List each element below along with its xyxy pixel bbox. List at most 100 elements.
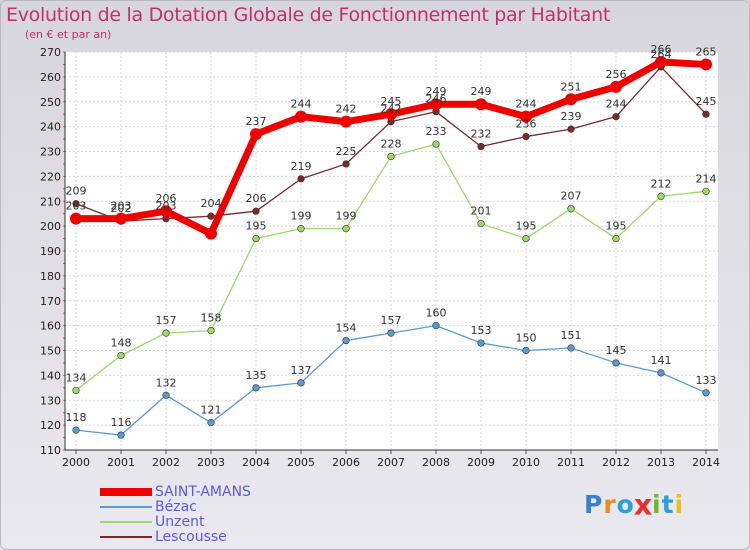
data-label-unzent: 207 (561, 190, 582, 203)
data-point-lescousse (297, 175, 305, 183)
y-tick-label: 120 (40, 419, 61, 432)
y-tick-label: 250 (40, 96, 61, 109)
data-label-saint-amans: 203 (66, 200, 87, 213)
logo-letter: i (674, 490, 685, 519)
data-label-b-zac: 160 (426, 307, 447, 320)
data-label-unzent: 199 (336, 210, 357, 223)
data-point-saint-amans (610, 80, 622, 93)
y-tick-label: 240 (40, 121, 61, 134)
data-label-unzent: 195 (246, 220, 267, 233)
data-label-unzent: 148 (111, 336, 132, 349)
data-label-b-zac: 153 (471, 324, 492, 337)
legend-label: Lescousse (155, 529, 227, 545)
data-label-lescousse: 246 (426, 93, 447, 106)
data-point-saint-amans (520, 110, 532, 123)
data-point-b-zac (207, 419, 215, 427)
y-tick-label: 140 (40, 369, 61, 382)
data-point-saint-amans (160, 205, 172, 218)
x-tick-label: 2011 (557, 456, 585, 469)
data-label-unzent: 157 (156, 314, 177, 327)
data-point-saint-amans (385, 108, 397, 121)
data-point-saint-amans (205, 227, 217, 240)
x-tick-label: 2002 (152, 456, 180, 469)
data-point-b-zac (117, 431, 125, 439)
data-label-saint-amans: 203 (111, 200, 132, 213)
data-point-saint-amans (70, 212, 82, 225)
chart-title: Evolution de la Dotation Globale de Fonc… (6, 4, 611, 26)
y-tick-label: 270 (40, 46, 61, 59)
data-label-b-zac: 137 (291, 364, 312, 377)
data-point-unzent (162, 329, 170, 337)
data-point-b-zac (702, 389, 710, 397)
data-point-unzent (297, 225, 305, 233)
y-tick-label: 150 (40, 345, 61, 358)
x-tick-label: 2004 (242, 456, 270, 469)
logo-letter: t (661, 490, 675, 519)
data-point-unzent (612, 234, 620, 243)
data-label-b-zac: 141 (651, 354, 672, 367)
data-point-b-zac (657, 369, 665, 377)
data-point-b-zac (72, 426, 80, 434)
data-point-b-zac (477, 339, 485, 347)
data-label-lescousse: 225 (336, 145, 357, 158)
data-label-lescousse: 242 (381, 103, 402, 116)
logo-letter: x (633, 487, 654, 522)
legend-item-b-zac: Bézac (100, 499, 300, 515)
y-tick-label: 260 (40, 71, 61, 84)
data-label-saint-amans: 249 (471, 85, 492, 98)
legend-swatch (100, 521, 152, 523)
data-label-saint-amans: 244 (291, 98, 312, 111)
data-label-unzent: 134 (66, 371, 87, 384)
legend-label: Unzent (155, 514, 205, 530)
legend-swatch (100, 488, 152, 496)
data-point-b-zac (252, 384, 260, 392)
data-label-b-zac: 150 (516, 332, 537, 345)
data-point-saint-amans (700, 58, 712, 71)
data-point-lescousse (612, 113, 620, 121)
data-label-b-zac: 145 (606, 344, 627, 357)
data-label-b-zac: 154 (336, 322, 357, 335)
data-label-saint-amans: 266 (651, 43, 672, 56)
data-point-unzent (342, 225, 350, 233)
legend-swatch (100, 536, 152, 538)
x-tick-label: 2010 (512, 456, 540, 469)
data-label-saint-amans: 245 (381, 95, 402, 108)
y-tick-label: 220 (40, 170, 61, 183)
data-label-b-zac: 151 (561, 329, 582, 342)
data-point-unzent (72, 386, 80, 394)
data-label-b-zac: 157 (381, 314, 402, 327)
data-label-unzent: 201 (471, 205, 492, 218)
data-label-b-zac: 132 (156, 376, 177, 389)
legend-label: SAINT-AMANS (155, 484, 251, 500)
data-label-lescousse: 245 (696, 95, 717, 108)
data-point-lescousse (252, 207, 260, 215)
x-tick-label: 2009 (467, 456, 495, 469)
y-tick-label: 170 (40, 295, 61, 308)
data-label-saint-amans: 256 (606, 68, 627, 81)
data-label-lescousse: 209 (66, 185, 87, 198)
data-point-b-zac (612, 359, 620, 367)
logo-letter: r (603, 490, 617, 519)
x-tick-label: 2007 (377, 456, 405, 469)
data-point-b-zac (522, 346, 530, 355)
data-label-lescousse: 232 (471, 128, 492, 141)
data-label-unzent: 195 (606, 220, 627, 233)
legend-item-lescousse: Lescousse (100, 529, 300, 545)
data-label-b-zac: 133 (696, 374, 717, 387)
data-label-unzent: 195 (516, 220, 537, 233)
data-point-b-zac (432, 322, 440, 330)
x-tick-label: 2000 (62, 456, 90, 469)
data-point-lescousse (702, 110, 710, 118)
y-tick-label: 180 (40, 270, 61, 283)
legend-swatch (100, 506, 152, 508)
data-label-unzent: 233 (426, 125, 447, 138)
data-label-unzent: 228 (381, 137, 402, 150)
y-tick-label: 190 (40, 245, 61, 258)
y-tick-label: 230 (40, 146, 61, 159)
data-label-unzent: 199 (291, 210, 312, 223)
data-point-saint-amans (340, 115, 352, 128)
data-label-lescousse: 264 (651, 48, 672, 61)
data-point-lescousse (477, 142, 485, 151)
y-tick-label: 110 (40, 444, 61, 457)
data-point-b-zac (567, 344, 575, 352)
